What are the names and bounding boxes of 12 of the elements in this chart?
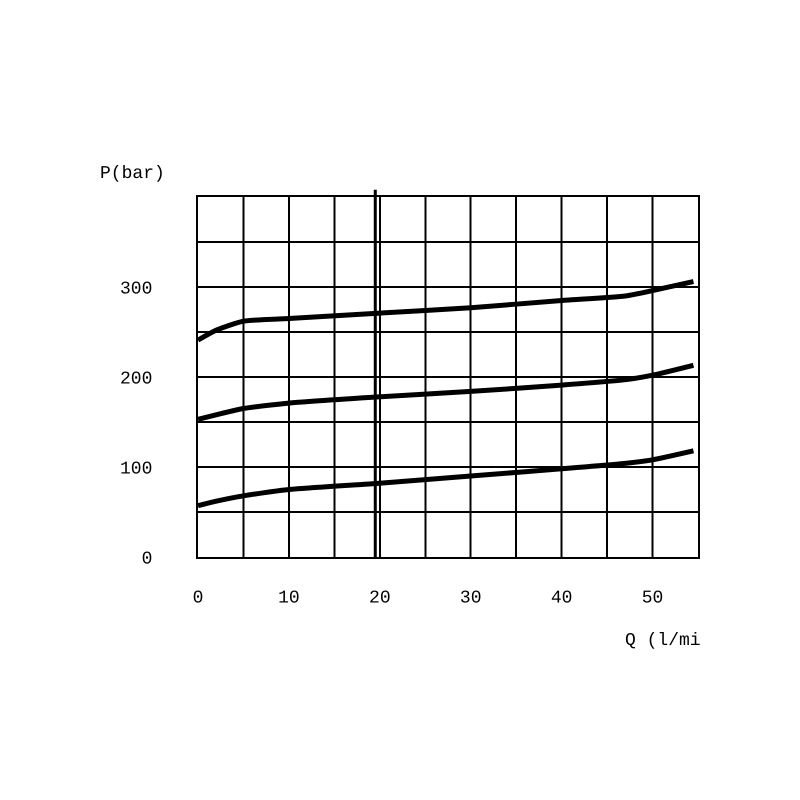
x-tick-label: 10 — [278, 588, 300, 609]
x-tick-label: 0 — [192, 588, 204, 609]
y-tick-label: 100 — [120, 459, 152, 480]
y-tick-label: 0 — [142, 549, 152, 570]
x-tick-label: 20 — [369, 588, 391, 609]
y-tick-label: 200 — [120, 369, 152, 390]
x-axis-title: Q (l/mi — [625, 631, 701, 651]
x-tick-label: 40 — [550, 588, 572, 609]
x-tick-label: 50 — [642, 588, 664, 609]
x-tick-label: 30 — [460, 588, 482, 609]
y-axis-title: P(bar) — [100, 164, 165, 184]
y-tick-label: 300 — [120, 279, 152, 300]
